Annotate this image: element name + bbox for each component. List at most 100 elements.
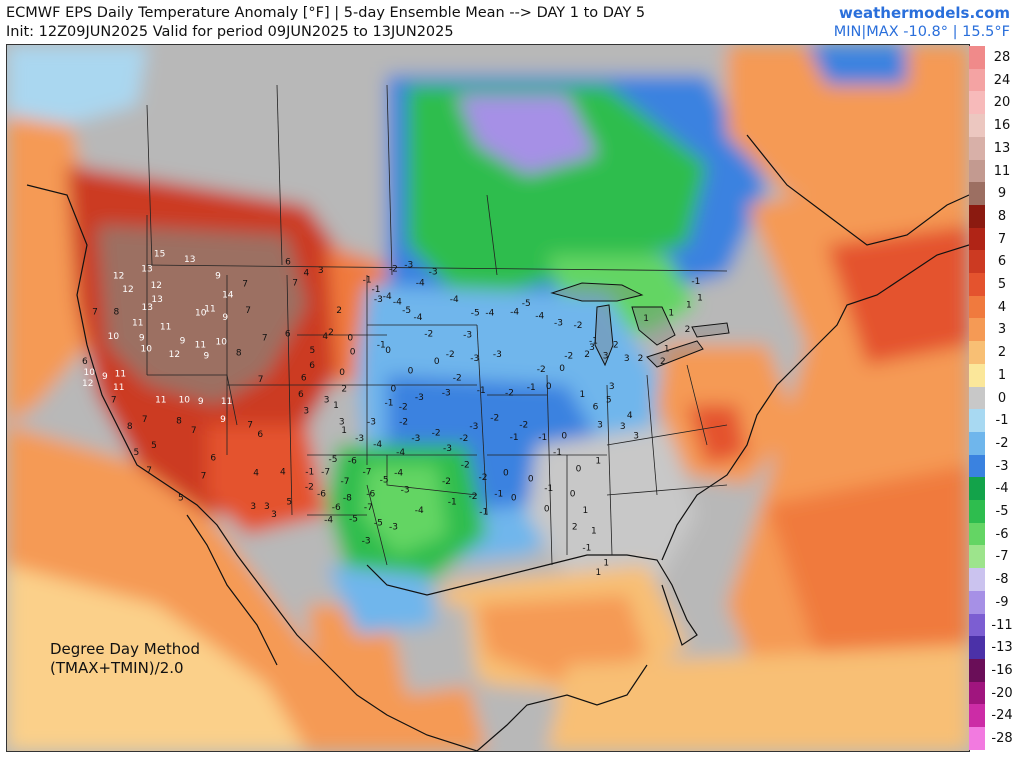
legend-label: 7 (997, 231, 1007, 247)
legend-item: 28 (969, 46, 1021, 69)
anomaly-value-label: -1 (544, 484, 553, 494)
legend-swatch (969, 704, 985, 728)
legend-item: 13 (969, 136, 1021, 160)
anomaly-value-label: 3 (603, 351, 609, 361)
anomaly-value-label: -4 (324, 516, 333, 526)
site-link[interactable]: weathermodels.com (838, 4, 1010, 22)
anomaly-value-label: 0 (339, 368, 345, 378)
anomaly-value-label: 3 (339, 418, 345, 428)
anomaly-value-label: 7 (146, 466, 152, 476)
anomaly-value-label: -7 (341, 477, 350, 487)
anomaly-value-label: 9 (198, 397, 204, 407)
legend-swatch (969, 590, 985, 614)
anomaly-value-label: -2 (537, 365, 546, 375)
map-title: ECMWF EPS Daily Temperature Anomaly [°F]… (6, 5, 646, 21)
anomaly-value-label: 2 (336, 306, 342, 316)
anomaly-value-label: -4 (450, 295, 459, 305)
anomaly-value-label: -4 (535, 311, 544, 321)
anomaly-value-label: 3 (620, 422, 626, 432)
legend-item: 20 (969, 91, 1021, 115)
legend-item: 8 (969, 204, 1021, 228)
anomaly-value-label: -5 (380, 476, 389, 486)
anomaly-value-label: -2 (453, 374, 462, 384)
anomaly-value-label: 11 (132, 318, 143, 328)
header-right: weathermodels.com MIN|MAX -10.8° | 15.5°… (834, 4, 1010, 42)
legend-swatch (969, 727, 985, 750)
anomaly-value-label: -5 (471, 309, 480, 319)
anomaly-value-label: 1 (686, 300, 692, 310)
anomaly-value-label: 3 (250, 502, 256, 512)
legend-item: -11 (969, 613, 1021, 637)
legend-label: -20 (991, 685, 1013, 701)
anomaly-value-label: 7 (201, 472, 207, 482)
anomaly-value-label: 0 (559, 364, 565, 374)
anomaly-value-label: 3 (264, 502, 270, 512)
anomaly-value-label: 1 (664, 345, 670, 355)
anomaly-value-label: 11 (204, 305, 215, 315)
anomaly-value-label: 7 (258, 375, 264, 385)
legend-swatch (969, 318, 985, 342)
legend-label: -4 (995, 481, 1009, 497)
legend-item: 4 (969, 295, 1021, 319)
legend-item: 1 (969, 363, 1021, 387)
anomaly-value-label: -1 (372, 285, 381, 295)
anomaly-value-label: -1 (305, 467, 314, 477)
legend-swatch (969, 409, 985, 433)
anomaly-value-label: -2 (432, 429, 441, 439)
anomaly-value-label: -2 (424, 329, 433, 339)
anomaly-value-label: 1 (591, 527, 597, 537)
anomaly-value-label: 6 (82, 357, 88, 367)
anomaly-value-label: 1 (697, 294, 703, 304)
anomaly-value-label: -1 (582, 543, 591, 553)
anomaly-value-label: 12 (82, 379, 93, 389)
legend-label: -2 (995, 435, 1009, 451)
anomaly-value-label: 7 (292, 278, 298, 288)
anomaly-value-label: 2 (685, 325, 691, 335)
method-line-1: Degree Day Method (50, 640, 201, 658)
anomaly-value-label: 8 (127, 422, 133, 432)
anomaly-value-label: -2 (469, 492, 478, 502)
anomaly-value-label: -2 (505, 389, 514, 399)
anomaly-value-label: -3 (470, 354, 479, 364)
anomaly-value-label: -3 (443, 444, 452, 454)
anomaly-value-label: -4 (415, 506, 424, 516)
legend-swatch (969, 46, 985, 69)
anomaly-value-label: -2 (399, 403, 408, 413)
color-legend: 28 24 20 16 13 11 9 8 7 6 5 4 3 2 1 0 -1 -2 -3 -4 -5 -6 -7 -8 -9… (969, 46, 1021, 751)
anomaly-value-label: 5 (606, 396, 612, 406)
legend-item: 2 (969, 341, 1021, 365)
anomaly-value-label: 6 (285, 258, 291, 268)
anomaly-value-label: 1 (341, 426, 347, 436)
legend-swatch (969, 658, 985, 682)
legend-swatch (969, 477, 985, 501)
legend-label: 13 (993, 140, 1011, 156)
legend-swatch (969, 636, 985, 660)
border-layer (146, 84, 728, 566)
anomaly-value-label: 11 (195, 340, 206, 350)
legend-swatch (969, 227, 985, 251)
anomaly-value-label: -6 (332, 503, 341, 513)
legend-label: -3 (995, 458, 1009, 474)
anomaly-value-label: -4 (414, 313, 423, 323)
anomaly-value-label: -1 (527, 383, 536, 393)
anomaly-value-label: 6 (593, 403, 599, 413)
legend-label: -9 (995, 594, 1009, 610)
anomaly-value-label: 7 (245, 306, 251, 316)
legend-swatch (969, 341, 985, 365)
anomaly-value-label: 3 (609, 382, 615, 392)
legend-item: -13 (969, 636, 1021, 660)
anomaly-value-label: -1 (589, 336, 598, 346)
legend-swatch (969, 681, 985, 705)
anomaly-value-label: -4 (373, 440, 382, 450)
anomaly-value-label: 1 (643, 314, 649, 324)
anomaly-value-label: 7 (262, 334, 268, 344)
legend-swatch (969, 91, 985, 115)
anomaly-value-label: 0 (544, 505, 550, 515)
legend-label: 1 (997, 367, 1007, 383)
anomaly-value-label: 9 (204, 351, 210, 361)
min-max-readout: MIN|MAX -10.8° | 15.5°F (833, 24, 1010, 40)
anomaly-value-label: -7 (364, 503, 373, 513)
anomaly-value-label: 3 (633, 432, 639, 442)
anomaly-value-label: 5 (310, 346, 316, 356)
